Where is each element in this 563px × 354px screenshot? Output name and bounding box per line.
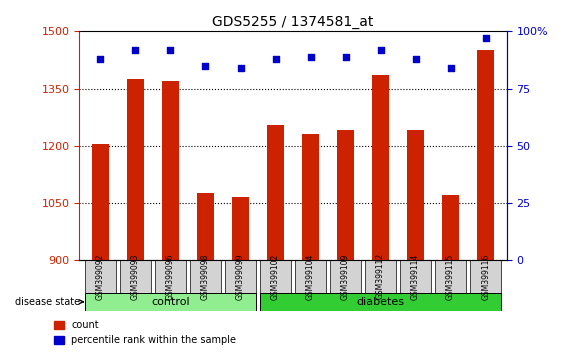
FancyBboxPatch shape [400,260,431,293]
FancyBboxPatch shape [225,260,256,293]
Text: GSM399102: GSM399102 [271,253,280,299]
Text: GSM399092: GSM399092 [96,253,105,299]
Point [166,47,175,52]
Text: control: control [151,297,190,307]
FancyBboxPatch shape [330,260,361,293]
Text: GSM399096: GSM399096 [166,253,175,299]
FancyBboxPatch shape [365,260,396,293]
Text: GSM399104: GSM399104 [306,253,315,299]
Point [96,56,105,62]
Point [446,65,455,71]
Text: GSM399115: GSM399115 [446,253,455,299]
Point [236,65,245,71]
FancyBboxPatch shape [84,260,116,293]
Text: GSM399116: GSM399116 [481,253,490,299]
Text: GSM399112: GSM399112 [376,253,385,299]
FancyBboxPatch shape [155,260,186,293]
Point [341,54,350,59]
FancyBboxPatch shape [260,260,291,293]
Text: GSM399109: GSM399109 [341,253,350,299]
FancyBboxPatch shape [120,260,151,293]
Text: GSM399093: GSM399093 [131,253,140,299]
Bar [162,81,179,260]
Legend: count, percentile rank within the sample: count, percentile rank within the sample [50,316,240,349]
Bar [407,130,425,260]
Bar [442,195,459,260]
Point [201,63,210,69]
Bar [196,193,215,260]
Bar [337,130,354,260]
Bar [267,125,284,260]
Point [131,47,140,52]
Bar [477,51,494,260]
Text: diabetes: diabetes [356,297,405,307]
Point [306,54,315,59]
Text: disease state: disease state [15,297,83,307]
FancyBboxPatch shape [470,260,502,293]
Bar [302,134,319,260]
Text: GSM399098: GSM399098 [201,253,210,299]
Bar [372,75,390,260]
Text: GSM399099: GSM399099 [236,253,245,299]
Point [481,35,490,41]
FancyBboxPatch shape [435,260,466,293]
FancyBboxPatch shape [260,293,502,311]
Bar [92,144,109,260]
FancyBboxPatch shape [190,260,221,293]
Point [376,47,385,52]
Point [271,56,280,62]
Bar [127,79,144,260]
Bar [232,197,249,260]
Point [411,56,420,62]
Title: GDS5255 / 1374581_at: GDS5255 / 1374581_at [212,15,374,29]
FancyBboxPatch shape [295,260,327,293]
Text: GSM399114: GSM399114 [411,253,420,299]
FancyBboxPatch shape [84,293,256,311]
